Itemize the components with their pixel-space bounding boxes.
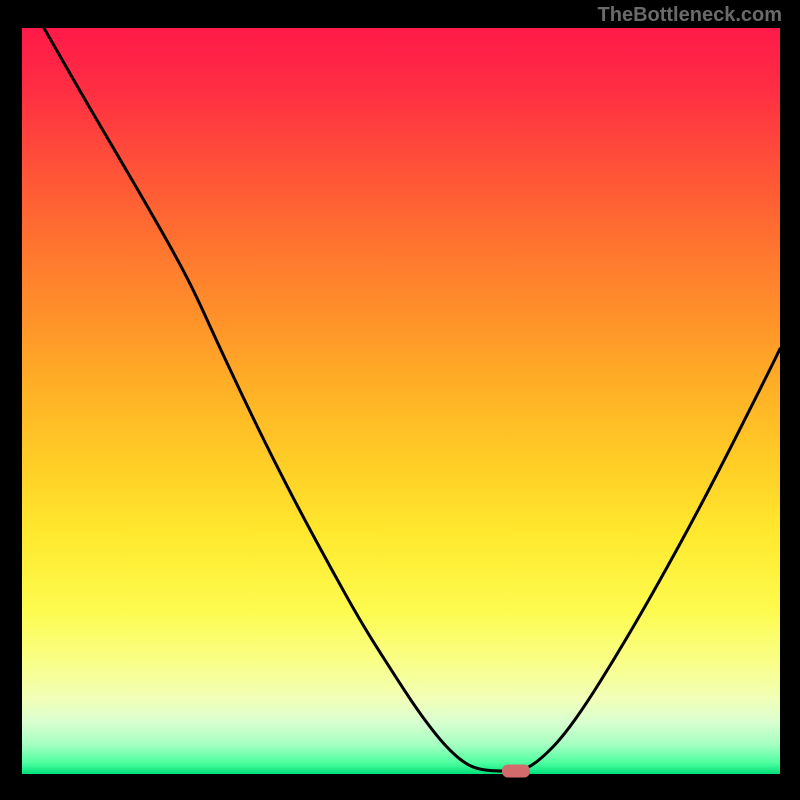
optimum-marker [502,765,530,778]
bottleneck-curve [22,28,780,774]
chart-plot-area [22,28,780,774]
watermark-text: TheBottleneck.com [598,4,782,27]
